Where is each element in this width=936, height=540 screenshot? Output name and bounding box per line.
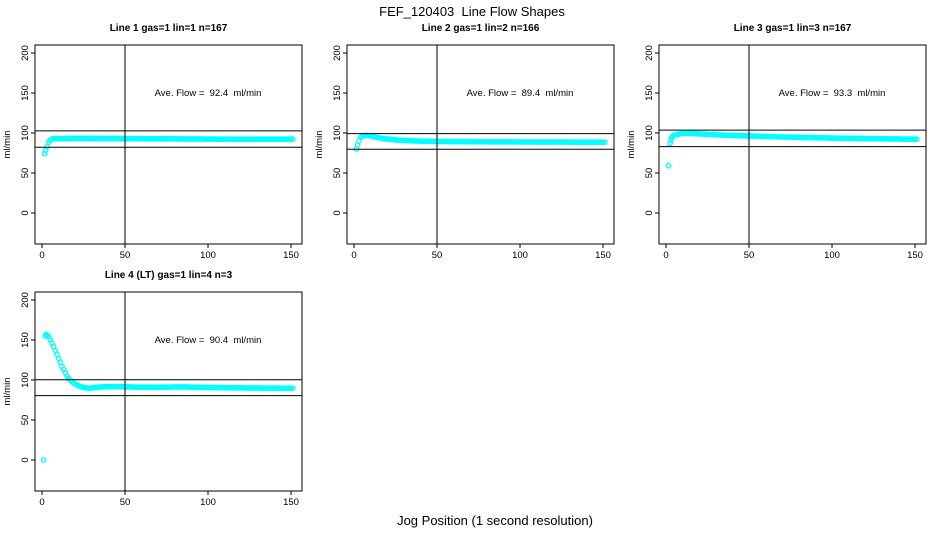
x-tick-label: 150: [283, 497, 299, 508]
ave-flow-annotation: Ave. Flow = 89.4 ml/min: [467, 88, 574, 99]
data-point: [667, 140, 673, 147]
y-tick-label: 150: [332, 85, 343, 101]
x-tick-label: 100: [200, 250, 216, 261]
ave-flow-annotation: Ave. Flow = 90.4 ml/min: [155, 335, 262, 346]
x-tick-label: 50: [432, 250, 443, 261]
panel-line-3: Line 3 gas=1 lin=3 n=167 0 50 100 150 0 50 100…: [624, 20, 936, 268]
y-tick-label: 50: [332, 168, 343, 179]
points-group: [41, 135, 296, 157]
panel-line-1: Line 1 gas=1 lin=1 n=167 0 50 100 150 0 50 100…: [0, 20, 312, 268]
data-point: [40, 457, 47, 463]
y-tick-label: 50: [20, 168, 31, 179]
panel-4-title: Line 4 (LT) gas=1 lin=4 n=3: [104, 270, 233, 281]
y-axis-title: ml/min: [314, 131, 325, 159]
y-tick-label: 100: [20, 372, 31, 388]
panel-1-title: Line 1 gas=1 lin=1 n=167: [109, 23, 228, 34]
data-point: [601, 139, 608, 146]
main-title: FEF_120403 Line Flow Shapes: [379, 4, 565, 19]
points-group: [665, 130, 920, 169]
y-tick-label: 200: [20, 45, 31, 61]
panel-3-title: Line 3 gas=1 lin=3 n=167: [733, 23, 852, 34]
y-tick-label: 200: [20, 292, 31, 308]
y-tick-label: 150: [644, 85, 655, 101]
y-tick-label: 100: [644, 125, 655, 141]
panel-2-title: Line 2 gas=1 lin=2 n=166: [421, 23, 540, 34]
plot-box: [34, 291, 303, 492]
y-tick-label: 150: [20, 332, 31, 348]
panel-line-4: Line 4 (LT) gas=1 lin=4 n=3 0 50 100 150 0 50…: [0, 267, 312, 515]
y-tick-label: 0: [644, 210, 655, 215]
points-group: [353, 132, 608, 152]
x-tick-label: 100: [512, 250, 528, 261]
x-tick-label: 50: [120, 250, 131, 261]
x-tick-label: 100: [200, 497, 216, 508]
data-point: [289, 136, 296, 142]
x-tick-label: 0: [39, 250, 44, 261]
ave-flow-annotation: Ave. Flow = 93.3 ml/min: [779, 88, 886, 99]
panel-2-plot: 0 50 100 150 0 50 100 150 200 ml/min Ave. Flow = 8…: [312, 20, 624, 268]
x-tick-label: 0: [39, 497, 44, 508]
data-point: [289, 385, 296, 392]
ave-flow-annotation: Ave. Flow = 92.4 ml/min: [155, 88, 262, 99]
y-tick-label: 0: [20, 210, 31, 215]
plot-svg-3: 0 50 100 150 0 50 100 150 200 ml/min Ave. Flow = 9…: [626, 44, 927, 261]
x-tick-label: 50: [120, 497, 131, 508]
y-axis-title: ml/min: [2, 131, 13, 159]
y-tick-label: 200: [644, 45, 655, 61]
x-tick-label: 50: [744, 250, 755, 261]
panel-4-plot: 0 50 100 150 0 50 100 150 200 ml/min Ave. Flow = 9…: [0, 267, 312, 515]
y-tick-label: 150: [20, 85, 31, 101]
panel-1-plot: 0 50 100 150 0 50 100 150 200 ml/min Ave. Flow = 9…: [0, 20, 312, 268]
y-tick-label: 0: [20, 457, 31, 462]
data-point: [913, 136, 920, 143]
y-tick-label: 50: [20, 415, 31, 426]
y-tick-label: 100: [332, 125, 343, 141]
x-tick-label: 0: [663, 250, 668, 261]
plot-svg-2: 0 50 100 150 0 50 100 150 200 ml/min Ave. Flow = 8…: [314, 44, 615, 261]
x-axis-label: Jog Position (1 second resolution): [397, 513, 593, 528]
plot-box: [34, 44, 303, 245]
y-tick-label: 100: [20, 125, 31, 141]
x-tick-label: 100: [824, 250, 840, 261]
x-tick-label: 0: [351, 250, 356, 261]
panel-line-2: Line 2 gas=1 lin=2 n=166 0 50 100 150 0 50 100…: [312, 20, 624, 268]
y-axis-title: ml/min: [2, 378, 13, 406]
y-axis-title: ml/min: [626, 131, 637, 159]
y-tick-label: 200: [332, 45, 343, 61]
y-tick-label: 50: [644, 168, 655, 179]
data-point: [665, 162, 672, 169]
plot-svg-1: 0 50 100 150 0 50 100 150 200 ml/min Ave. Flow = 9…: [2, 44, 303, 261]
points-group: [40, 331, 296, 463]
x-tick-label: 150: [907, 250, 923, 261]
x-tick-label: 150: [595, 250, 611, 261]
plot-svg-4: 0 50 100 150 0 50 100 150 200 ml/min Ave. Flow = 9…: [2, 291, 303, 508]
plot-box: [658, 44, 927, 245]
panel-3-plot: 0 50 100 150 0 50 100 150 200 ml/min Ave. Flow = 9…: [624, 20, 936, 268]
x-tick-label: 150: [283, 250, 299, 261]
y-tick-label: 0: [332, 210, 343, 215]
